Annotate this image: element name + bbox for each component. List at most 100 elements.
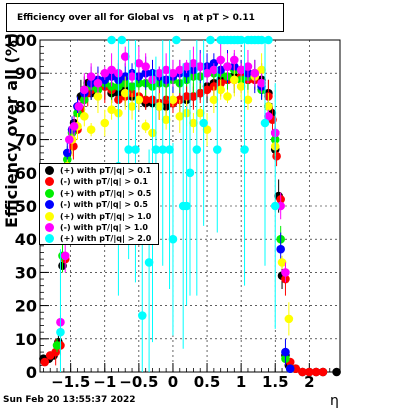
- x-tick-label: 2: [304, 373, 314, 391]
- data-point: [185, 168, 195, 178]
- x-tick-label: 0: [168, 373, 178, 391]
- data-point: [209, 82, 219, 91]
- legend-label: (-) with pT/|q| > 1.0: [60, 223, 148, 232]
- data-point: [134, 58, 144, 68]
- y-tick-label: 40: [15, 230, 37, 249]
- legend-entry: (-) with pT/|q| > 0.1: [45, 176, 148, 187]
- data-point: [124, 145, 133, 154]
- data-point: [141, 62, 150, 71]
- data-point: [277, 258, 287, 267]
- data-point: [195, 88, 205, 98]
- data-point: [305, 367, 314, 377]
- data-point: [161, 65, 171, 75]
- data-point: [56, 327, 65, 337]
- legend-marker: [45, 234, 54, 244]
- legend-label: (+) with pT/|q| > 0.5: [60, 188, 152, 198]
- data-point: [332, 367, 341, 377]
- data-point: [281, 347, 290, 357]
- data-point: [117, 35, 127, 45]
- data-point: [264, 102, 273, 111]
- data-point: [182, 92, 191, 101]
- legend-entry: (-) with pT/|q| > 1.0: [45, 222, 148, 233]
- data-point: [161, 115, 171, 124]
- legend-label: (+) with pT/|q| > 1.0: [60, 211, 152, 221]
- data-point: [100, 118, 110, 128]
- x-tick-label: −0.5: [119, 373, 158, 391]
- y-tick-label: 50: [15, 197, 37, 216]
- data-point: [127, 102, 137, 111]
- data-point: [175, 112, 185, 121]
- x-tick-label: −1.5: [51, 373, 90, 391]
- legend-label: (+) with pT/|q| > 2.0: [60, 234, 152, 244]
- data-series: [39, 35, 341, 377]
- data-point: [86, 125, 96, 134]
- data-point: [195, 62, 205, 71]
- data-point: [158, 145, 168, 154]
- y-tick-label: 0: [26, 363, 37, 382]
- y-tick-label: 30: [15, 263, 37, 282]
- data-point: [298, 367, 307, 377]
- data-point: [69, 122, 79, 131]
- data-point: [202, 85, 212, 95]
- data-point: [243, 62, 253, 71]
- y-tick-label: 60: [15, 164, 37, 183]
- data-point: [137, 311, 147, 320]
- data-point: [189, 58, 198, 68]
- data-point: [270, 201, 280, 211]
- data-point: [257, 78, 266, 88]
- data-point: [107, 35, 116, 45]
- data-point: [281, 268, 290, 277]
- data-point: [175, 95, 185, 105]
- legend-entry: (+) with pT/|q| > 1.0: [45, 211, 151, 222]
- legend-entry: (+) with pT/|q| > 0.1: [45, 165, 151, 176]
- chart-title: Efficiency over all for Global vs η at p…: [6, 3, 284, 32]
- legend-entry: (+) with pT/|q| > 2.0: [45, 233, 151, 244]
- data-point: [284, 314, 294, 324]
- y-tick-label: 20: [15, 297, 37, 316]
- data-point: [131, 145, 140, 154]
- legend-marker: [45, 223, 54, 232]
- data-point: [209, 65, 219, 75]
- legend-label: (-) with pT/|q| > 0.1: [60, 177, 148, 187]
- data-point: [80, 112, 89, 121]
- data-point: [257, 65, 266, 75]
- x-tick-label: 1: [236, 373, 246, 391]
- data-point: [155, 68, 164, 78]
- data-point: [134, 95, 144, 105]
- data-point: [120, 88, 130, 98]
- legend-label: (-) with pT/|q| > 0.5: [60, 200, 148, 210]
- data-point: [62, 148, 72, 158]
- data-point: [175, 65, 185, 75]
- data-point: [144, 258, 154, 267]
- data-point: [230, 55, 239, 65]
- x-tick-label: 1.5: [262, 373, 289, 391]
- data-point: [285, 364, 295, 373]
- data-point: [182, 62, 191, 71]
- data-point: [51, 347, 60, 357]
- y-tick-label: 90: [15, 64, 37, 83]
- data-point: [212, 145, 222, 154]
- x-tick-label: −1: [93, 373, 116, 391]
- data-point: [311, 367, 321, 377]
- legend: (+) with pT/|q| > 0.1 (-) with pT/|q| > 0…: [39, 163, 159, 245]
- data-point: [86, 72, 96, 81]
- data-point: [127, 82, 137, 91]
- data-point: [107, 65, 116, 75]
- data-point: [141, 122, 150, 131]
- data-point: [216, 55, 225, 65]
- legend-marker: [45, 211, 54, 221]
- data-point: [141, 95, 150, 105]
- legend-entry: (-) with pT/|q| > 0.5: [45, 199, 148, 210]
- data-point: [172, 35, 181, 45]
- data-point: [257, 35, 266, 45]
- legend-label: (+) with pT/|q| > 0.1: [60, 166, 152, 175]
- data-point: [60, 251, 70, 261]
- data-point: [52, 341, 62, 350]
- data-point: [155, 102, 164, 111]
- data-point: [240, 145, 249, 154]
- data-point: [100, 68, 110, 78]
- y-tick-label: 100: [4, 31, 37, 50]
- data-point: [74, 102, 84, 111]
- data-point: [276, 244, 285, 254]
